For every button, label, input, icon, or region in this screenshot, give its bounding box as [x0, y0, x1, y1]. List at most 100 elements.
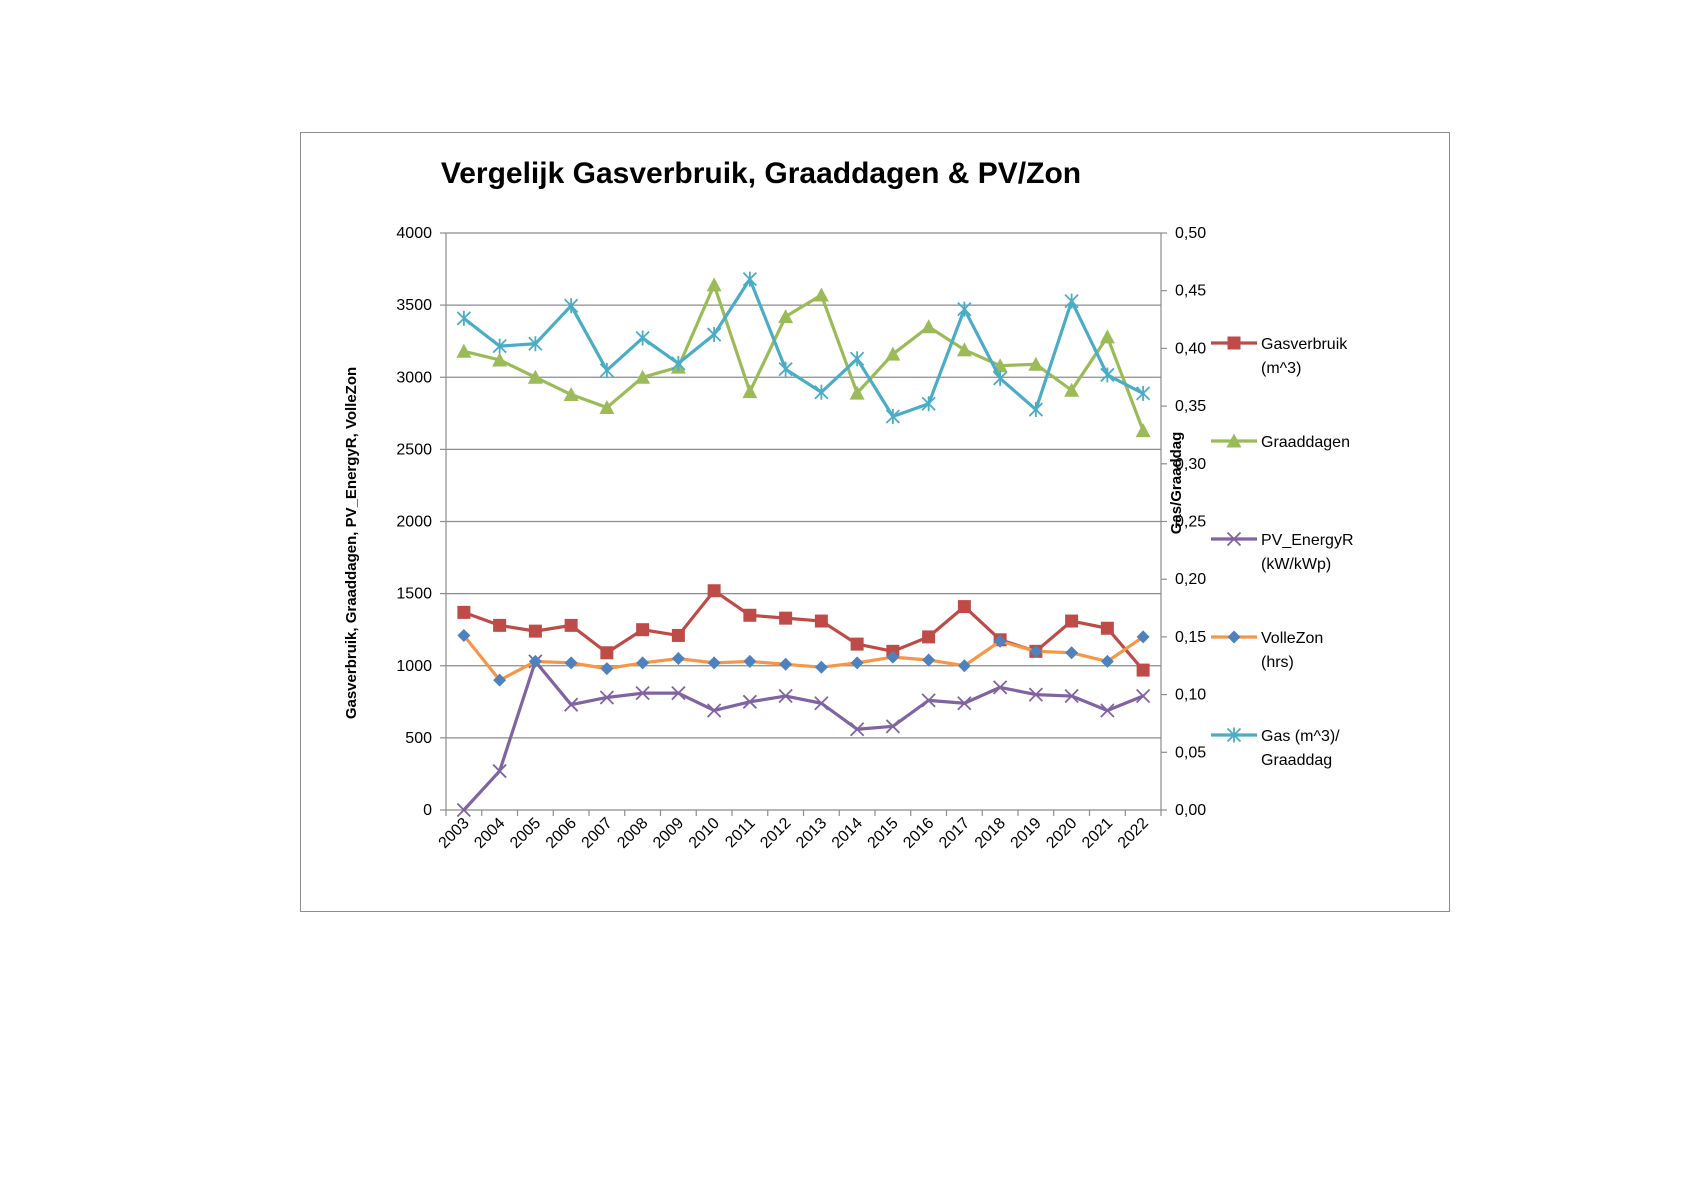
x-tick-label: 2019	[1008, 815, 1045, 852]
legend-label: Gas (m^3)/	[1261, 728, 1340, 745]
data-point	[563, 387, 579, 402]
data-point	[813, 287, 829, 302]
data-point	[992, 370, 1008, 386]
data-point	[1028, 356, 1044, 371]
left-axis-ticks: 0 500 1000 1500 2000 2500 3000 3500 4000	[396, 225, 432, 819]
data-point	[1065, 614, 1079, 628]
x-tick-label: 2017	[936, 815, 973, 852]
data-point	[885, 408, 901, 424]
data-point	[671, 628, 685, 642]
x-tick-label: 2012	[757, 815, 794, 852]
right-tick-label: 0,25	[1175, 514, 1206, 531]
data-point	[886, 650, 900, 664]
x-tick-label: 2007	[579, 815, 616, 852]
data-point	[707, 584, 721, 598]
data-point	[921, 693, 936, 708]
data-point	[1100, 621, 1114, 635]
data-point	[957, 696, 972, 711]
data-point	[1064, 382, 1080, 397]
data-point	[457, 628, 471, 642]
data-point	[778, 309, 794, 324]
series-4	[456, 271, 1151, 424]
y-axis-title: Gasverbruik, Graaddagen, PV_EnergyR, Vol…	[343, 367, 360, 719]
data-point	[636, 656, 650, 670]
data-point	[599, 362, 615, 378]
legend-item: Graaddagen	[1211, 433, 1350, 451]
data-point	[1100, 367, 1115, 383]
left-tick-label: 2000	[396, 514, 432, 531]
x-tick-label: 2020	[1043, 815, 1080, 852]
legend-swatch-marker	[1227, 630, 1241, 644]
x-tick-label: 2021	[1079, 815, 1116, 852]
data-point	[528, 336, 543, 352]
legend-label: (kW/kWp)	[1261, 556, 1331, 573]
left-tick-label: 1500	[396, 586, 432, 603]
legend-label: PV_EnergyR	[1261, 532, 1354, 549]
x-tick-label: 2003	[436, 815, 473, 852]
legend-swatch-marker	[1227, 336, 1241, 350]
data-point	[885, 719, 901, 734]
data-point	[779, 611, 793, 625]
data-point	[599, 690, 615, 705]
series-line	[462, 659, 1144, 812]
data-point	[1100, 703, 1115, 718]
left-tick-label: 0	[423, 802, 432, 819]
x-tick-label: 2022	[1115, 815, 1152, 852]
right-tick-label: 0,20	[1175, 571, 1206, 588]
legend-label: Graaddag	[1261, 752, 1332, 769]
chart-canvas: Vergelijk Gasverbruik, Graaddagen & PV/Z…	[343, 157, 1354, 852]
data-point	[528, 654, 542, 668]
x-tick-label: 2015	[865, 815, 902, 852]
x-tick-label: 2014	[829, 815, 866, 852]
data-point	[993, 634, 1007, 648]
data-point	[456, 802, 472, 818]
series-line	[463, 283, 1145, 432]
series-3	[457, 628, 1150, 687]
legend-item: VolleZon (hrs)	[1211, 630, 1323, 671]
right-tick-label: 0,10	[1175, 687, 1206, 704]
chart-frame: Vergelijk Gasverbruik, Graaddagen & PV/Z…	[300, 132, 1450, 912]
data-point	[743, 608, 757, 622]
data-point	[1029, 644, 1043, 658]
data-point	[850, 637, 864, 651]
legend-swatch-marker	[1226, 727, 1242, 743]
legend-label: (m^3)	[1261, 360, 1301, 377]
chart-title: Vergelijk Gasverbruik, Graaddagen & PV/Z…	[441, 157, 1081, 190]
data-point	[564, 618, 578, 632]
data-point	[706, 277, 722, 292]
data-point	[885, 346, 901, 361]
right-tick-label: 0,05	[1175, 744, 1206, 761]
x-tick-label: 2018	[972, 815, 1009, 852]
data-point	[706, 327, 722, 343]
data-point	[599, 400, 615, 415]
data-point	[707, 656, 721, 670]
left-tick-label: 500	[405, 730, 432, 747]
data-point	[1136, 630, 1150, 644]
data-point	[742, 694, 758, 709]
data-point	[778, 361, 793, 377]
data-point	[742, 271, 758, 287]
x-tick-label: 2009	[650, 815, 687, 852]
data-point	[492, 352, 508, 367]
data-point	[957, 301, 972, 317]
right-tick-label: 0,35	[1175, 398, 1206, 415]
left-tick-label: 3000	[396, 369, 432, 386]
series-2	[456, 654, 1151, 818]
data-point	[1028, 402, 1044, 418]
data-point	[814, 614, 828, 628]
right-tick-label: 0,50	[1175, 225, 1206, 242]
series-1	[456, 277, 1151, 438]
data-point	[957, 600, 971, 614]
legend-item: Gasverbruik (m^3)	[1211, 336, 1348, 377]
data-point	[814, 696, 829, 711]
data-point	[921, 396, 936, 412]
data-point	[1100, 654, 1114, 668]
data-point	[814, 660, 828, 674]
data-point	[849, 385, 865, 400]
right-tick-label: 0,30	[1175, 456, 1206, 473]
data-point	[922, 630, 936, 644]
legend-label: Graaddagen	[1261, 434, 1350, 451]
data-point	[527, 369, 543, 384]
data-point	[957, 659, 971, 673]
data-point	[636, 623, 650, 637]
